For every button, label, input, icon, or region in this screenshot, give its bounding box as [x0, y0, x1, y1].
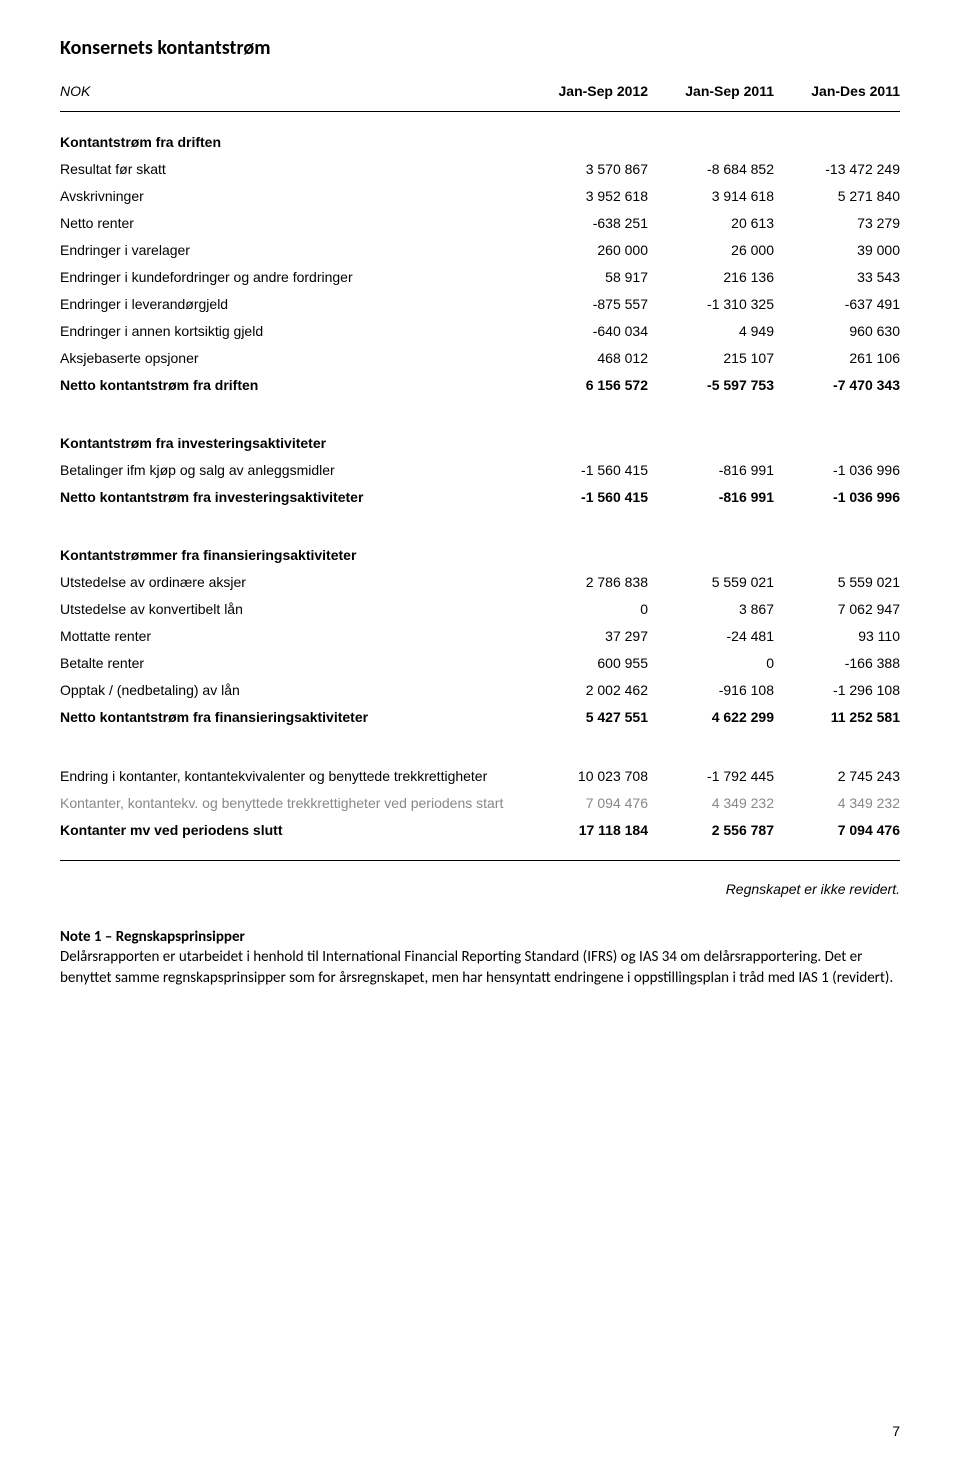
- currency-header-row: NOK Jan-Sep 2012 Jan-Sep 2011 Jan-Des 20…: [60, 78, 900, 112]
- column-header-1: Jan-Sep 2011: [648, 78, 774, 105]
- table-row: Mottatte renter37 297-24 48193 110: [60, 623, 900, 650]
- summary-row: Kontanter, kontantekv. og benyttede trek…: [60, 790, 900, 817]
- table-row: Avskrivninger3 952 6183 914 6185 271 840: [60, 183, 900, 210]
- section-net: Netto kontantstrøm fra finansieringsakti…: [60, 704, 900, 731]
- table-row: Utstedelse av konvertibelt lån03 8677 06…: [60, 596, 900, 623]
- section-net: Netto kontantstrøm fra investeringsaktiv…: [60, 484, 900, 511]
- section-head: Kontantstrømmer fra finansieringsaktivit…: [60, 527, 900, 569]
- section-head: Kontantstrøm fra investeringsaktiviteter: [60, 415, 900, 457]
- summary-row: Endring i kontanter, kontantekvivalenter…: [60, 763, 900, 790]
- table-row: Endringer i varelager260 00026 00039 000: [60, 237, 900, 264]
- table-row: Opptak / (nedbetaling) av lån2 002 462-9…: [60, 677, 900, 704]
- page-number: 7: [892, 1423, 900, 1439]
- table-row: Utstedelse av ordinære aksjer2 786 8385 …: [60, 569, 900, 596]
- page: Konsernets kontantstrøm NOK Jan-Sep 2012…: [0, 0, 960, 1469]
- note-block: Note 1 – Regnskapsprinsipper Delårsrappo…: [60, 927, 900, 988]
- section-net: Netto kontantstrøm fra driften6 156 572-…: [60, 372, 900, 399]
- table-end-rule: [60, 861, 900, 868]
- note-heading: Note 1 – Regnskapsprinsipper: [60, 928, 245, 946]
- cashflow-table: Kontantstrøm fra driften Resultat før sk…: [60, 114, 900, 867]
- table-row: Aksjebaserte opsjoner468 012215 107261 1…: [60, 345, 900, 372]
- table-row: Netto renter-638 25120 61373 279: [60, 210, 900, 237]
- table-row: Betalte renter600 9550-166 388: [60, 650, 900, 677]
- column-header-2: Jan-Des 2011: [774, 78, 900, 105]
- table-row: Endringer i annen kortsiktig gjeld-640 0…: [60, 318, 900, 345]
- table-row: Resultat før skatt3 570 867-8 684 852-13…: [60, 156, 900, 183]
- table-row: Betalinger ifm kjøp og salg av anleggsmi…: [60, 457, 900, 484]
- page-title: Konsernets kontantstrøm: [60, 36, 900, 60]
- section-head: Kontantstrøm fra driften: [60, 114, 900, 156]
- table-row: Endringer i kundefordringer og andre for…: [60, 264, 900, 291]
- column-header-0: Jan-Sep 2012: [522, 78, 648, 105]
- note-body: Delårsrapporten er utarbeidet i henhold …: [60, 948, 893, 986]
- summary-row: Kontanter mv ved periodens slutt17 118 1…: [60, 817, 900, 844]
- audit-note: Regnskapet er ikke revidert.: [60, 881, 900, 897]
- currency-label: NOK: [60, 78, 522, 105]
- table-row: Endringer i leverandørgjeld-875 557-1 31…: [60, 291, 900, 318]
